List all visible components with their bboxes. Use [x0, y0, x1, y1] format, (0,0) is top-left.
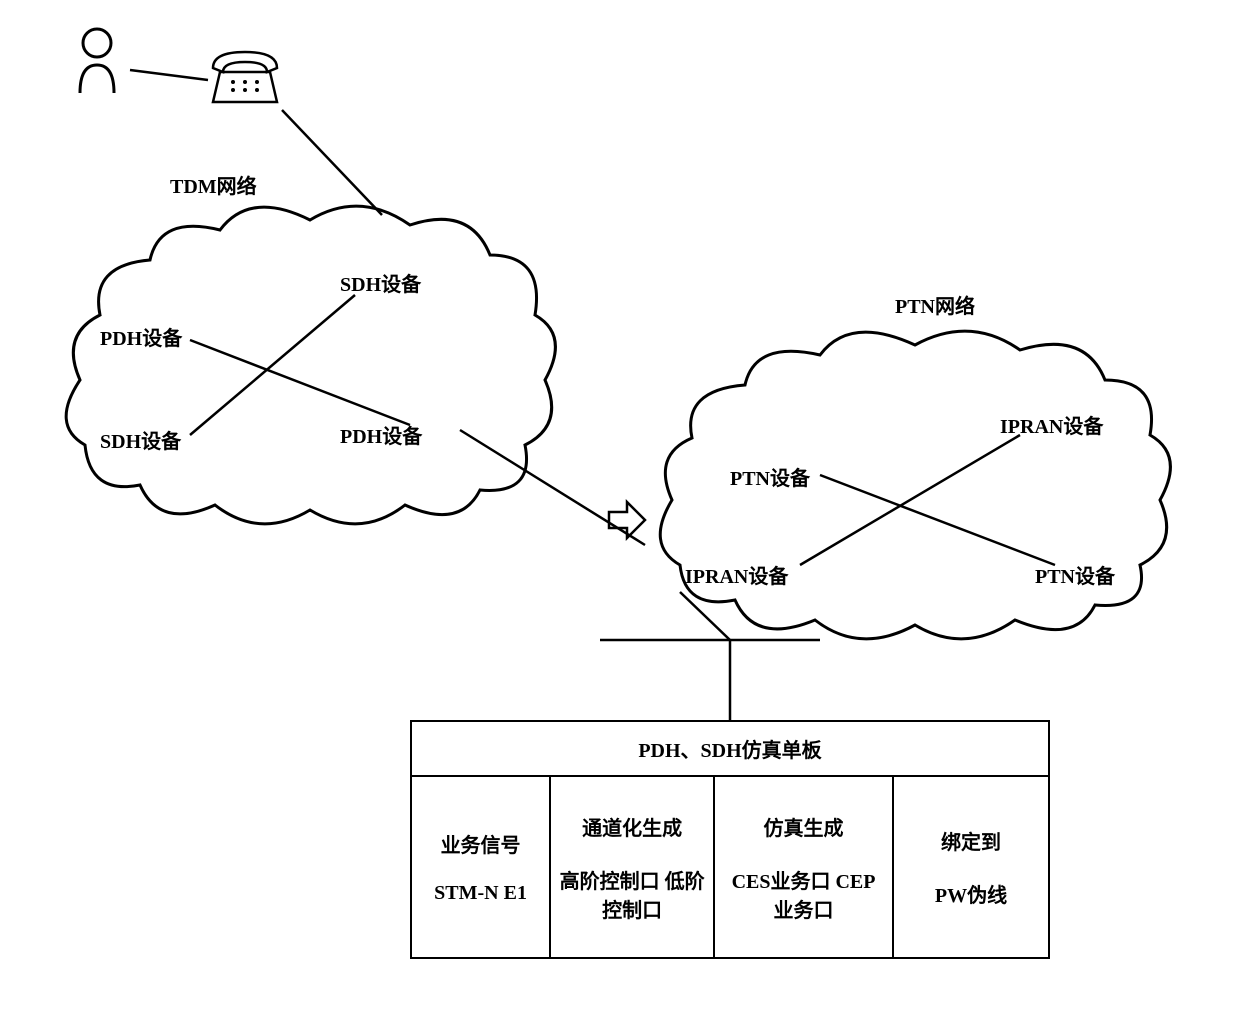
table-cell: 业务信号STM-N E1 [412, 777, 551, 957]
node-label: IPRAN设备 [1000, 410, 1103, 439]
arrow-icon [605, 498, 649, 542]
table-header: PDH、SDH仿真单板 [412, 722, 1048, 777]
table-cell: 绑定到PW伪线 [894, 777, 1048, 957]
node-label: PTN设备 [1035, 560, 1115, 589]
node-label: IPRAN设备 [685, 560, 788, 589]
node-label: PDH设备 [340, 420, 422, 449]
node-label: SDH设备 [100, 425, 181, 454]
emulation-table: PDH、SDH仿真单板 业务信号STM-N E1通道化生成高阶控制口 低阶控制口… [410, 720, 1050, 959]
node-label: PDH设备 [100, 322, 182, 351]
ptn-label: PTN网络 [895, 290, 975, 319]
tdm-label: TDM网络 [170, 170, 257, 199]
node-label: PTN设备 [730, 462, 810, 491]
table-cell: 通道化生成高阶控制口 低阶控制口 [551, 777, 715, 957]
user-icon [70, 25, 125, 95]
phone-icon [205, 40, 285, 110]
node-label: SDH设备 [340, 268, 421, 297]
tdm-cloud [60, 195, 560, 535]
table-cell: 仿真生成CES业务口 CEP业务口 [715, 777, 894, 957]
